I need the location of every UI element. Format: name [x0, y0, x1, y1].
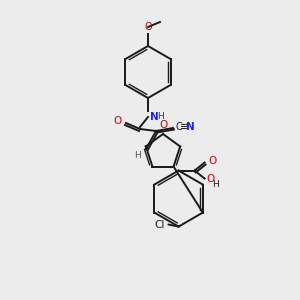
Text: O: O: [114, 116, 122, 126]
Text: N: N: [186, 122, 195, 132]
Text: N: N: [150, 112, 159, 122]
Text: O: O: [208, 156, 217, 166]
Text: H: H: [134, 151, 141, 160]
Text: C: C: [175, 122, 182, 132]
Text: H: H: [213, 180, 219, 189]
Text: O: O: [159, 120, 167, 130]
Text: Cl: Cl: [154, 220, 165, 230]
Text: H: H: [157, 112, 164, 121]
Text: O: O: [207, 174, 215, 184]
Text: ≡: ≡: [180, 122, 189, 132]
Text: O: O: [144, 22, 152, 32]
